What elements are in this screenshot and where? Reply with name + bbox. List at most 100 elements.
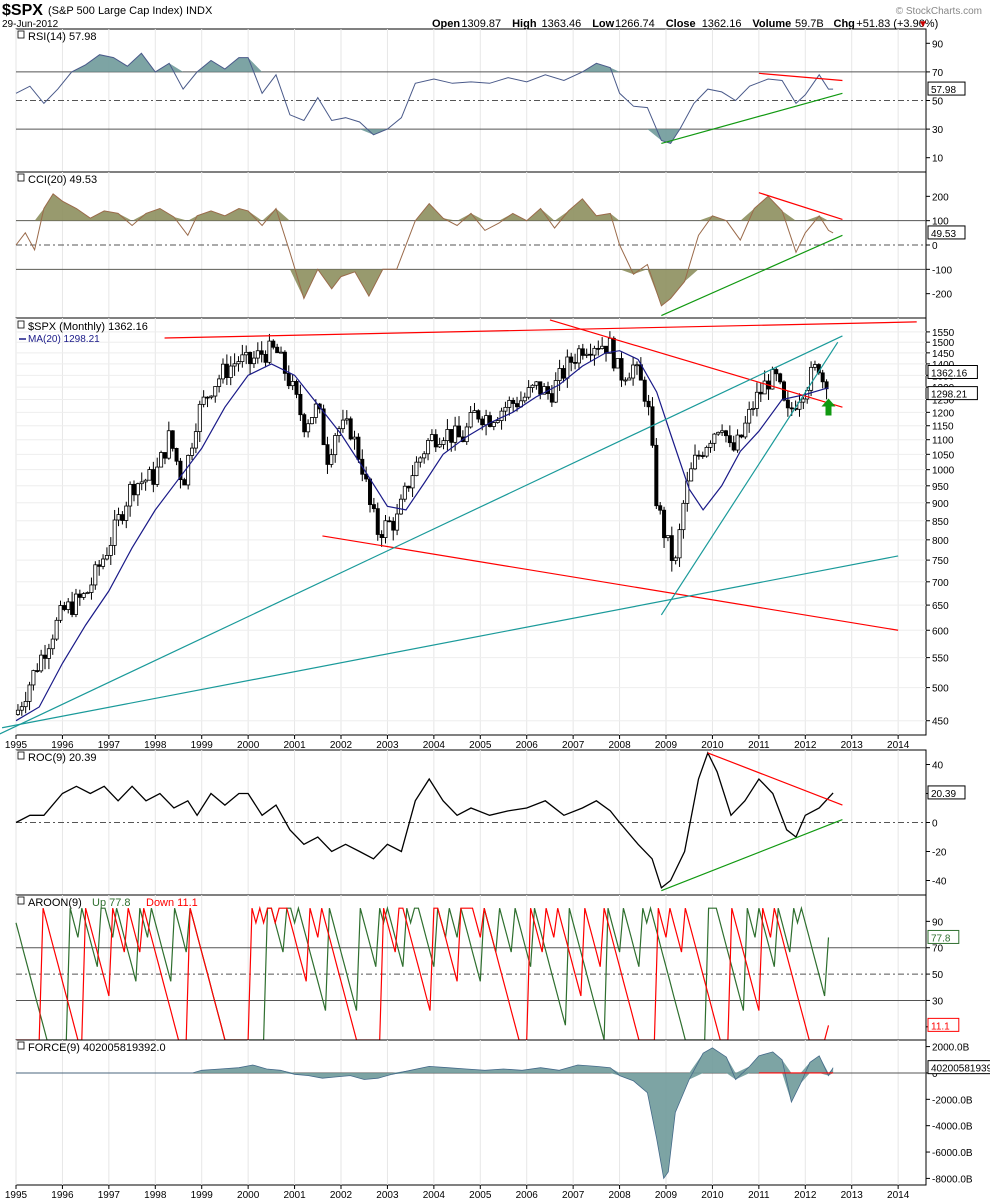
ohlc-label-0: Open <box>432 18 460 30</box>
candle-body <box>731 442 736 451</box>
price-tick-label: 550 <box>932 654 949 665</box>
panel-force: 2000.0B 0 -2000.0B -4000.0B -6000.0B -8000.0B… <box>15 1039 990 1186</box>
candle-body <box>340 419 345 430</box>
candle-body <box>290 381 295 387</box>
candle-body <box>812 364 817 368</box>
candle-body <box>124 505 129 521</box>
rsi-trendline-0 <box>758 72 843 82</box>
candle-body <box>279 351 284 354</box>
candle-body <box>348 418 353 440</box>
candle-body <box>662 509 667 539</box>
candle-body <box>511 400 516 404</box>
candle-body <box>364 473 369 480</box>
candle-body <box>143 479 148 483</box>
year-label: 2007 <box>562 1190 585 1201</box>
candle-body <box>708 442 713 448</box>
price-tick-label: 1000 <box>932 466 955 477</box>
ohlc-value-4: 59.7B <box>795 18 824 30</box>
panel-cci: 200 100 0 -100 -200 49.53 CCI(20) 49.53 <box>15 171 966 319</box>
price-tick-label: 700 <box>932 578 949 589</box>
candle-body <box>282 351 287 374</box>
candle-body <box>801 398 806 403</box>
price-tick-label: 750 <box>932 556 949 567</box>
candle-body <box>275 346 280 354</box>
candle-body <box>739 434 744 438</box>
candle-body <box>449 429 454 443</box>
ma-last-value-box <box>927 386 978 401</box>
year-label: 1997 <box>98 740 121 751</box>
candle-body <box>220 363 225 380</box>
candle-body <box>93 564 98 586</box>
candle-body <box>751 407 756 410</box>
year-label: 2005 <box>469 740 492 751</box>
candle-body <box>615 358 620 369</box>
candle-body <box>197 403 202 433</box>
candle-body <box>15 709 20 715</box>
candle-body <box>607 337 612 354</box>
candle-body <box>491 422 496 427</box>
price-trendline-2 <box>322 535 899 631</box>
year-label: 1999 <box>191 740 214 751</box>
rsi-overbought-fill <box>16 53 834 72</box>
candle-body <box>418 457 423 463</box>
candle-body <box>120 514 125 521</box>
year-label: 2009 <box>655 740 678 751</box>
year-label: 1995 <box>5 740 28 751</box>
candle-body <box>329 454 334 465</box>
candle-body <box>422 453 427 459</box>
candle-body <box>623 379 628 382</box>
candle-body <box>700 455 705 457</box>
candle-body <box>402 485 407 500</box>
cci-tick-label: 200 <box>932 192 949 203</box>
candle-body <box>356 436 361 460</box>
candle-body <box>774 369 779 375</box>
candle-body <box>723 430 728 437</box>
candle-body <box>484 415 489 426</box>
cci-line <box>15 193 834 307</box>
price-tick-label: 1500 <box>932 338 955 349</box>
candle-body <box>178 460 183 481</box>
year-label: 2000 <box>237 1190 260 1201</box>
roc-title: ROC(9) 20.39 <box>28 752 96 764</box>
candle-body <box>66 601 71 610</box>
roc-line <box>15 751 834 889</box>
candle-body <box>58 605 63 621</box>
year-label: 2005 <box>469 1190 492 1201</box>
candle-body <box>762 380 767 395</box>
price-tick-label: 950 <box>932 482 949 493</box>
aroon-tick-label: 70 <box>932 944 944 955</box>
rsi-oversold-fill <box>16 129 834 144</box>
candle-body <box>782 381 787 401</box>
candle-body <box>108 544 113 556</box>
roc-tick-label: 0 <box>932 819 938 830</box>
roc-last-value-box <box>927 785 966 800</box>
year-label: 2013 <box>841 740 864 751</box>
candle-body <box>429 434 434 441</box>
candle-body <box>573 361 578 364</box>
candle-body <box>294 381 299 395</box>
candle-body <box>23 700 28 708</box>
candle-body <box>255 350 260 359</box>
year-label: 2010 <box>701 1190 724 1201</box>
panel-price: 1550150014501400135013001250120011501100… <box>0 317 978 736</box>
candle-body <box>205 396 210 399</box>
candle-body <box>375 508 380 535</box>
candle-body <box>166 430 171 459</box>
price-tick-label: 800 <box>932 536 949 547</box>
candle-body <box>224 363 229 379</box>
candle-body <box>619 358 624 381</box>
candle-body <box>209 395 214 398</box>
candle-body <box>665 535 670 539</box>
force-tick-label: 2000.0B <box>932 1043 970 1054</box>
cci-tick-label: -100 <box>932 265 952 276</box>
price-trendline-3 <box>0 335 843 735</box>
chart-date: 29-Jun-2012 <box>2 19 59 30</box>
year-label: 1997 <box>98 1190 121 1201</box>
year-label: 2014 <box>887 740 910 751</box>
candle-body <box>681 502 686 531</box>
price-tick-label: 500 <box>932 684 949 695</box>
price-trendline-5 <box>660 341 839 616</box>
candle-body <box>286 372 291 387</box>
candle-body <box>634 364 639 367</box>
